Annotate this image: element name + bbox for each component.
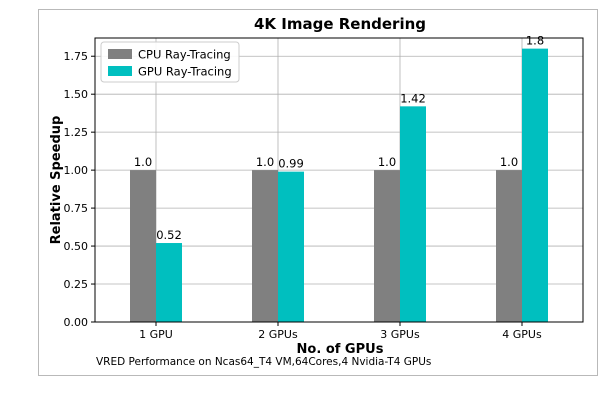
bar-gpu	[156, 243, 182, 322]
y-tick-label: 1.25	[64, 126, 89, 139]
bar-value-label: 1.0	[378, 155, 396, 169]
chart-title: 4K Image Rendering	[254, 15, 426, 33]
bar-value-label: 0.99	[278, 157, 304, 171]
bar-gpu	[400, 106, 426, 322]
bar-cpu	[496, 170, 522, 322]
legend-box	[100, 41, 240, 83]
x-axis-label: No. of GPUs	[297, 342, 384, 357]
figure-caption: VRED Performance on Ncas64_T4 VM,64Cores…	[96, 356, 432, 368]
y-tick-label: 0.75	[64, 202, 89, 215]
y-tick-label: 0.00	[64, 316, 89, 329]
y-tick-label: 1.50	[64, 88, 89, 101]
axes-frame	[94, 37, 584, 323]
bar-value-label: 1.0	[500, 155, 518, 169]
legend-label: GPU Ray-Tracing	[138, 65, 232, 79]
y-tick-label: 1.00	[64, 164, 89, 177]
bar-value-label: 1.8	[526, 34, 544, 48]
x-tick-label: 2 GPUs	[258, 328, 298, 341]
plot-area: 0.00 0.25 0.50 0.75 1.00 1.25 1.50 1.75 1.0 0.52 1…	[64, 34, 584, 341]
bar-value-label: 1.42	[400, 91, 426, 105]
legend-swatch-gpu	[108, 66, 132, 76]
bar-value-label: 0.52	[156, 228, 182, 242]
bar-gpu	[522, 48, 548, 323]
bar-cpu	[252, 170, 278, 322]
bar-cpu	[130, 170, 156, 322]
y-tick-label: 0.50	[64, 240, 89, 253]
x-tick-label: 3 GPUs	[380, 328, 420, 341]
x-tick-label: 1 GPU	[139, 328, 173, 341]
legend-swatch-cpu	[108, 49, 132, 59]
y-tick-label: 0.25	[64, 278, 89, 291]
x-tick-label: 4 GPUs	[502, 328, 542, 341]
bar-gpu	[278, 171, 304, 322]
bar-cpu	[374, 170, 400, 322]
legend-label: CPU Ray-Tracing	[138, 48, 231, 62]
bar-value-label: 1.0	[134, 155, 152, 169]
y-axis-label: Relative Speedup	[49, 116, 64, 245]
y-tick-label: 1.75	[64, 50, 89, 63]
bar-value-label: 1.0	[256, 155, 274, 169]
